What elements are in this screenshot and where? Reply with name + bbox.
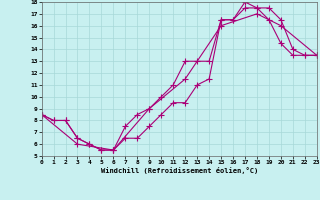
- X-axis label: Windchill (Refroidissement éolien,°C): Windchill (Refroidissement éolien,°C): [100, 167, 258, 174]
